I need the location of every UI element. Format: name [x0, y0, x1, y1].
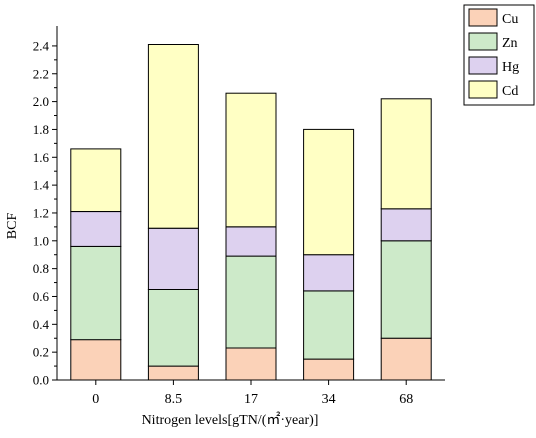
x-tick-label: 0	[92, 392, 99, 407]
bar-zn-17	[225, 255, 277, 349]
legend-label-hg: Hg	[502, 60, 519, 75]
y-tick-label: 2.0	[33, 94, 49, 109]
bar-zn-0	[70, 245, 122, 341]
x-tick-label: 8.5	[165, 392, 183, 407]
legend-swatch-cu	[468, 8, 498, 27]
bar-cu-34	[303, 358, 355, 381]
legend-label-cu: Cu	[502, 12, 518, 27]
x-tick-label: 17	[244, 392, 258, 407]
bar-cu-17	[225, 347, 277, 381]
bar-hg-0	[70, 211, 122, 247]
bar-hg-68	[380, 208, 432, 242]
bar-cu-68	[380, 337, 432, 381]
bar-cd-17	[225, 92, 277, 228]
bar-hg-34	[303, 254, 355, 292]
y-tick-label: 0.0	[33, 373, 49, 388]
bar-zn-8_5	[147, 289, 199, 367]
bar-hg-8_5	[147, 227, 199, 291]
bar-cu-8_5	[147, 365, 199, 381]
bar-cu-0	[70, 339, 122, 381]
y-tick-label: 1.0	[33, 233, 49, 248]
legend-swatch-cd	[468, 80, 498, 99]
legend-swatch-zn	[468, 32, 498, 51]
legend-label-cd: Cd	[502, 84, 518, 99]
legend-label-zn: Zn	[502, 36, 518, 51]
bar-zn-34	[303, 290, 355, 360]
bar-zn-68	[380, 240, 432, 339]
y-tick-label: 2.4	[33, 38, 50, 53]
bars-layer	[70, 44, 432, 381]
y-tick-label: 1.8	[33, 122, 49, 137]
y-tick-label: 2.2	[33, 66, 49, 81]
y-tick-label: 1.4	[33, 178, 50, 193]
y-tick-label: 0.6	[33, 289, 50, 304]
bar-cd-0	[70, 148, 122, 212]
legend-swatch-hg	[468, 56, 498, 75]
legend: Cu Zn Hg Cd	[463, 4, 535, 106]
y-tick-label: 0.2	[33, 345, 49, 360]
y-tick-label: 1.2	[33, 205, 49, 220]
y-tick-label: 0.8	[33, 261, 49, 276]
y-tick-label: 1.6	[33, 150, 50, 165]
y-tick-label: 0.4	[33, 317, 50, 332]
x-tick-label: 34	[322, 392, 336, 407]
bar-cd-8_5	[147, 44, 199, 229]
axes-layer: 0 8.5 17 34 68 0.0 0.2 0.4 0.6 0.8 1.0 1.2 1.4 1.6 1.8…	[33, 26, 445, 407]
x-tick-label: 68	[399, 392, 413, 407]
x-axis-label: Nitrogen levels[gTN/(㎡·year)]	[142, 412, 319, 428]
y-axis-label: BCF	[5, 213, 20, 240]
bar-cd-34	[303, 128, 355, 256]
bar-hg-17	[225, 226, 277, 257]
bar-cd-68	[380, 98, 432, 210]
